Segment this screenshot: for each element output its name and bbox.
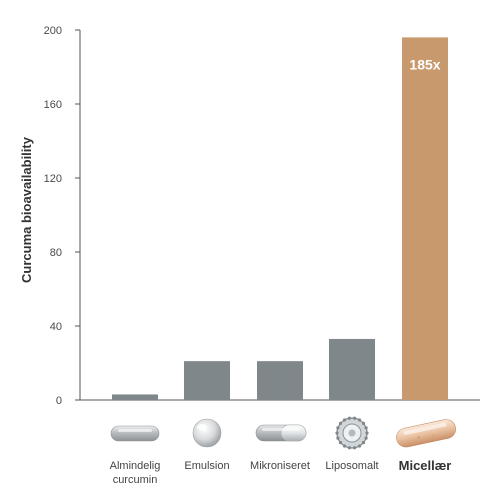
liposome-head bbox=[342, 418, 347, 422]
bars bbox=[112, 37, 448, 401]
category-label: Micellær bbox=[399, 458, 452, 473]
liposome-head bbox=[338, 421, 343, 425]
bar-data-label: 185x bbox=[409, 56, 440, 72]
y-tick-label: 200 bbox=[44, 25, 62, 37]
category-label: Mikroniseret bbox=[250, 460, 310, 472]
amber-softgel-icon bbox=[396, 419, 456, 448]
bar bbox=[329, 338, 375, 400]
liposome-head bbox=[335, 431, 339, 435]
y-axis-ticks: 0 40 80 120 160 200 bbox=[44, 25, 80, 407]
category-label: Emulsion bbox=[184, 460, 229, 472]
category-labels: Almindelig curcumin Emulsion Mikroniseret Li… bbox=[110, 458, 452, 486]
bar bbox=[112, 394, 158, 400]
liposome-head bbox=[357, 444, 362, 448]
category-label: curcumin bbox=[113, 474, 158, 486]
liposome-head bbox=[347, 446, 351, 450]
category-label: Liposomalt bbox=[325, 460, 378, 472]
clear-capsule-icon bbox=[110, 425, 160, 442]
liposome-head bbox=[336, 436, 340, 440]
liposome-head bbox=[364, 426, 368, 430]
bar bbox=[184, 361, 230, 400]
y-tick-label: 80 bbox=[50, 247, 62, 259]
y-axis-label-group: Curcuma bioavailability bbox=[19, 136, 34, 283]
liposome-head bbox=[364, 436, 368, 440]
y-axis-label: Curcuma bioavailability bbox=[19, 136, 34, 283]
liposome-head bbox=[353, 416, 357, 420]
sphere-droplet-icon bbox=[192, 418, 222, 448]
category-icons bbox=[110, 416, 456, 450]
y-tick-label: 0 bbox=[56, 395, 62, 407]
y-tick-label: 120 bbox=[44, 173, 62, 185]
liposome-head bbox=[336, 426, 340, 430]
bar-highlight bbox=[402, 37, 448, 401]
liposome-head bbox=[342, 444, 347, 448]
category-label: Almindelig bbox=[110, 460, 161, 472]
data-labels: 185x bbox=[409, 56, 440, 72]
liposome-head bbox=[357, 418, 362, 422]
bar bbox=[257, 361, 303, 400]
liposome-head bbox=[361, 441, 366, 445]
liposome-icon bbox=[335, 416, 369, 450]
white-capsule-icon bbox=[255, 424, 307, 442]
y-tick-label: 40 bbox=[50, 321, 62, 333]
liposome-head bbox=[361, 421, 366, 425]
liposome-head bbox=[353, 446, 357, 450]
liposome-head bbox=[365, 431, 369, 435]
liposome-head bbox=[338, 441, 343, 445]
y-tick-label: 160 bbox=[44, 99, 62, 111]
liposome-head bbox=[347, 416, 351, 420]
